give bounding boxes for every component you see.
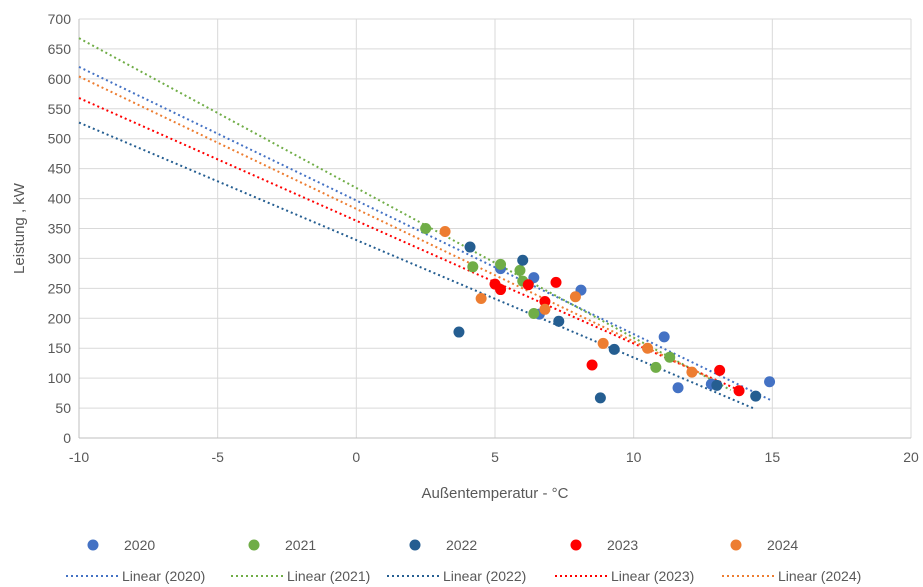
y-tick-label: 650 xyxy=(48,41,72,57)
data-point-2024 xyxy=(597,337,609,349)
data-point-2021 xyxy=(420,223,432,234)
data-point-2024 xyxy=(539,303,551,315)
legend: 2020 2021 2022 2023 2024 Linear (2020) Linear … xyxy=(66,537,861,584)
data-point-2022 xyxy=(711,379,723,391)
x-tick-label: 0 xyxy=(352,449,360,465)
trendline-2022 xyxy=(78,121,754,409)
data-point-2024 xyxy=(439,225,451,237)
y-tick-label: 500 xyxy=(48,131,72,147)
data-point-2022 xyxy=(608,343,620,355)
x-axis-title: Außentemperatur - °C xyxy=(422,485,569,502)
legend-marker-2022 xyxy=(409,539,421,551)
legend-trend-label: Linear (2020) xyxy=(122,568,205,584)
tick-labels: 0501001502002503003504004505005506006507… xyxy=(48,11,919,465)
data-point-2021 xyxy=(528,307,540,319)
trendline-2023 xyxy=(78,97,740,392)
data-point-2023 xyxy=(495,284,507,296)
y-tick-label: 400 xyxy=(48,191,72,207)
trendline-2020 xyxy=(78,65,773,402)
data-point-2022 xyxy=(594,392,606,404)
data-points xyxy=(420,223,776,404)
data-point-2023 xyxy=(714,364,726,376)
legend-trend-label: Linear (2024) xyxy=(778,568,861,584)
y-tick-label: 0 xyxy=(63,430,71,446)
trendlines xyxy=(78,37,773,409)
data-point-2020 xyxy=(764,376,776,388)
y-tick-label: 50 xyxy=(55,400,71,416)
data-point-2024 xyxy=(642,342,654,354)
data-point-2024 xyxy=(569,291,581,303)
y-tick-label: 100 xyxy=(48,370,72,386)
y-tick-label: 200 xyxy=(48,310,72,326)
y-tick-label: 250 xyxy=(48,280,72,296)
data-point-2022 xyxy=(464,241,476,253)
data-point-2023 xyxy=(522,279,534,291)
data-point-2021 xyxy=(467,261,479,273)
x-tick-label: 20 xyxy=(903,449,919,465)
data-point-2021 xyxy=(664,351,676,363)
y-tick-label: 150 xyxy=(48,340,72,356)
data-point-2023 xyxy=(550,276,562,288)
trendline-2021 xyxy=(78,37,732,391)
data-point-2023 xyxy=(586,359,598,371)
data-point-2023 xyxy=(733,385,745,397)
legend-trend-label: Linear (2023) xyxy=(611,568,694,584)
data-point-2022 xyxy=(453,326,465,338)
legend-marker-2024 xyxy=(730,539,742,551)
y-tick-label: 350 xyxy=(48,221,72,237)
legend-trend-label: Linear (2021) xyxy=(287,568,370,584)
data-point-2020 xyxy=(658,331,670,343)
legend-label: 2021 xyxy=(285,537,316,553)
y-tick-label: 600 xyxy=(48,71,72,87)
legend-marker-2023 xyxy=(570,539,582,551)
y-axis-title: Leistung , kW xyxy=(11,182,28,274)
legend-trend-label: Linear (2022) xyxy=(443,568,526,584)
data-point-2022 xyxy=(750,390,762,402)
grid xyxy=(78,18,912,439)
y-tick-label: 300 xyxy=(48,250,72,266)
y-tick-label: 700 xyxy=(48,11,72,27)
legend-marker-2020 xyxy=(87,539,99,551)
legend-marker-2021 xyxy=(248,539,260,551)
data-point-2021 xyxy=(650,361,662,373)
data-point-2022 xyxy=(553,315,565,327)
x-tick-label: 5 xyxy=(491,449,499,465)
legend-label: 2023 xyxy=(607,537,638,553)
data-point-2021 xyxy=(514,264,526,276)
data-point-2021 xyxy=(495,258,507,270)
data-point-2024 xyxy=(686,366,698,378)
x-tick-label: -5 xyxy=(211,449,224,465)
x-tick-label: -10 xyxy=(69,449,89,465)
legend-label: 2024 xyxy=(767,537,798,553)
x-tick-label: 15 xyxy=(765,449,781,465)
data-point-2022 xyxy=(517,254,529,266)
x-tick-label: 10 xyxy=(626,449,642,465)
data-point-2023 xyxy=(539,296,551,308)
y-tick-label: 550 xyxy=(48,101,72,117)
data-point-2020 xyxy=(672,382,684,394)
data-point-2024 xyxy=(475,293,487,305)
legend-label: 2022 xyxy=(446,537,477,553)
legend-label: 2020 xyxy=(124,537,155,553)
y-tick-label: 450 xyxy=(48,161,72,177)
